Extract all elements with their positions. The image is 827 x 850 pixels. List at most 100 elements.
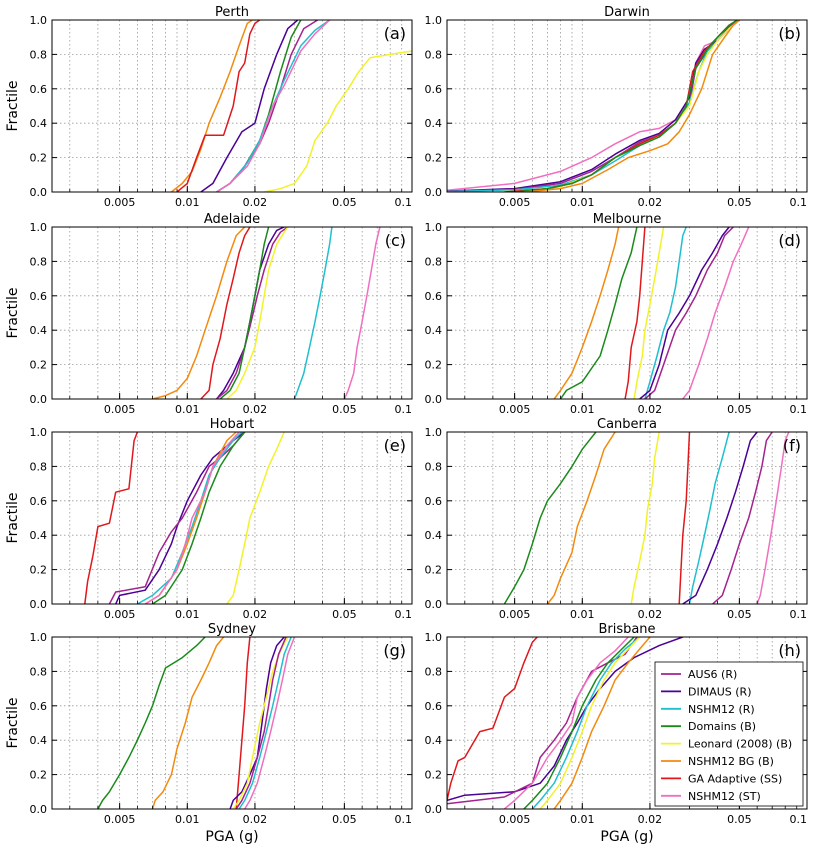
legend-entry-nshm12-st: NSHM12 (ST) [688,790,761,803]
series-line-aus6-r [235,637,287,809]
y-axis-label: Fractile [5,81,21,132]
curves [503,432,790,604]
panel-melbourne: 0.005 0.01 0.02 0.05 0.1 0.0 0.2 0.4 0.6 0.8 1.0 Me… [425,212,808,416]
y-tick-label: 1.0 [425,426,443,439]
panel-title: Darwin [604,5,650,20]
panel-hobart: 0.005 0.01 0.02 0.05 0.1 0.0 0.2 0.4 0.6 0.8 1.0 Ho… [5,417,413,621]
y-tick-label: 0.2 [30,769,48,782]
plot-frame [446,19,808,193]
x-tick-label: 0.02 [243,196,268,209]
curves [97,637,296,809]
legend-entry-domains-b: Domains (B) [688,720,756,733]
x-tick-label: 0.02 [243,608,268,621]
grid [52,20,412,192]
y-tick-label: 0.2 [425,564,443,577]
series-line-leonard-2008-b [226,227,289,399]
series-line-ga-adaptive-ss [624,227,646,399]
y-tick-label: 0.0 [425,186,443,199]
y-tick-label: 0.0 [30,186,48,199]
panel-title: Melbourne [593,212,662,227]
curves [170,20,412,192]
x-tick-label: 0.005 [104,196,136,209]
y-tick-label: 0.6 [30,495,48,508]
series-line-ga-adaptive-ss [504,20,738,192]
x-tick-label: 0.01 [570,403,595,416]
x-tick-label: 0.02 [638,403,663,416]
panel-title: Sydney [208,622,256,637]
series-line-nshm12-bg-b [553,637,651,809]
curves [447,20,740,192]
x-tick-label: 0.005 [104,403,136,416]
y-tick-label: 0.2 [425,152,443,165]
x-tick-label: 0.05 [727,813,752,826]
panel-adelaide: 0.005 0.01 0.02 0.05 0.1 0.0 0.2 0.4 0.6 0.8 1.0 Ad… [5,212,413,416]
y-tick-label: 0.8 [425,48,443,61]
x-tick-label: 0.01 [570,196,595,209]
series-line-aus6-r [216,227,289,399]
series-line-dimaus-r [447,20,740,192]
panel-brisbane: 0.005 0.01 0.02 0.05 0.1 0.0 0.2 0.4 0.6 0.8 1.0 Br… [425,622,808,845]
plot-frame [51,226,413,400]
series-line-nshm12-st [682,227,750,399]
y-tick-label: 0.2 [30,152,48,165]
panel-label: (f) [783,436,801,455]
plot-frame [446,636,808,810]
series-line-nshm12-st [343,227,381,399]
plot-frame [446,226,808,400]
series-line-domains-b [219,227,270,399]
x-tick-label: 0.05 [727,608,752,621]
series-line-dimaus-r [447,637,684,802]
x-tick-label: 0.005 [499,608,531,621]
y-tick-label: 1.0 [425,221,443,234]
panel-darwin: 0.005 0.01 0.02 0.05 0.1 0.0 0.2 0.4 0.6 0.8 1.0 Da… [425,5,808,209]
x-tick-label: 0.01 [175,813,200,826]
y-tick-label: 0.8 [30,460,48,473]
x-axis-label: PGA (g) [600,829,653,845]
x-tick-label: 0.02 [638,196,663,209]
y-tick-label: 0.4 [30,529,48,542]
series-line-aus6-r [644,227,734,399]
grid [447,432,807,604]
series-line-leonard-2008-b [232,637,289,809]
series-line-ga-adaptive-ss [84,432,139,604]
x-tick-label: 0.05 [332,196,357,209]
series-line-nshm12-bg-b [553,227,620,399]
x-tick-label: 0.05 [727,196,752,209]
grid [447,227,807,399]
y-tick-label: 0.8 [425,665,443,678]
series-line-leonard-2008-b [264,50,412,192]
series-line-ga-adaptive-ss [235,637,251,809]
x-tick-label: 0.02 [638,813,663,826]
series-line-aus6-r [216,20,318,192]
series-line-domains-b [559,227,638,399]
y-tick-label: 0.6 [425,700,443,713]
legend-entry-nshm12-r: NSHM12 (R) [688,703,755,716]
x-tick-label: 0.1 [790,403,808,416]
series-line-nshm12-r [688,432,730,604]
panel-label: (b) [778,24,801,43]
series-line-nshm12-bg-b [546,432,616,604]
x-tick-label: 0.1 [790,608,808,621]
y-tick-label: 0.4 [425,734,443,747]
x-tick-label: 0.05 [727,403,752,416]
y-tick-label: 0.2 [425,769,443,782]
curves [84,432,285,604]
panel-sydney: 0.005 0.01 0.02 0.05 0.1 0.0 0.2 0.4 0.6 0.8 1.0 Sy… [5,622,413,845]
series-line-dimaus-r [639,227,730,399]
y-axis-label: Fractile [5,288,21,339]
panel-label: (h) [778,641,801,660]
series-line-nshm12-r [644,227,687,399]
y-tick-label: 1.0 [30,221,48,234]
y-tick-label: 0.6 [30,700,48,713]
series-line-nshm12-bg-b [144,432,237,604]
series-line-ga-adaptive-ss [678,432,691,604]
curves [553,227,750,399]
x-tick-label: 0.01 [175,608,200,621]
series-line-nshm12-st [216,20,331,192]
y-tick-label: 1.0 [425,631,443,644]
panel-canberra: 0.005 0.01 0.02 0.05 0.1 0.0 0.2 0.4 0.6 0.8 1.0 Ca… [425,417,808,621]
y-tick-label: 0.8 [425,460,443,473]
panel-title: Brisbane [598,622,655,637]
series-line-nshm12-bg-b [151,637,225,809]
